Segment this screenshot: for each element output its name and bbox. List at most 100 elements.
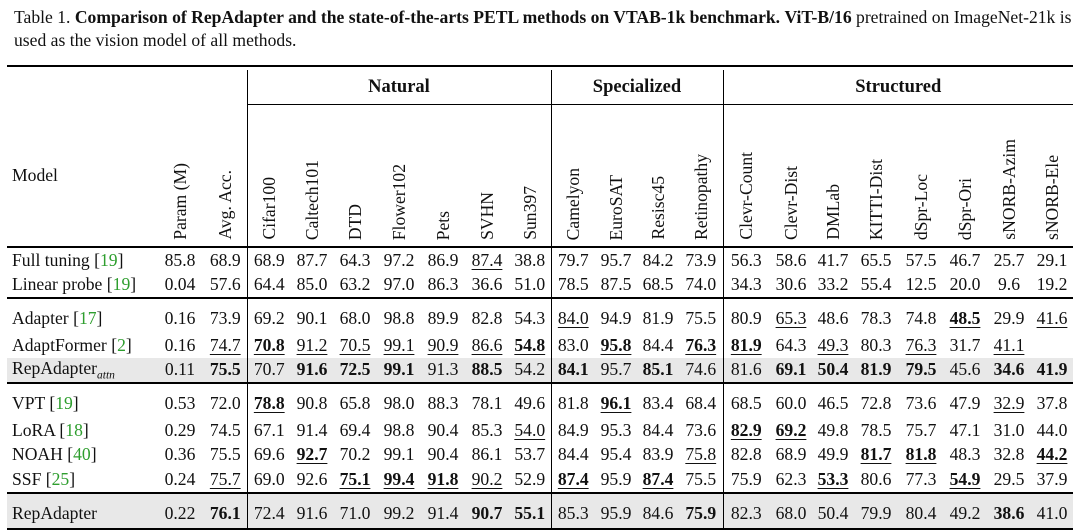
cell-value: 73.6 (685, 419, 717, 440)
cell-value: 0.29 (164, 419, 196, 440)
cell-value: 41.6 (1031, 297, 1073, 333)
column-header-label: Clevr-Count (736, 152, 757, 240)
cell-value: 75.9 (679, 491, 723, 530)
cell-value: 0.04 (164, 274, 196, 295)
cell-value: 64.4 (246, 272, 291, 298)
cell-value: 78.1 (465, 382, 509, 418)
model-name: VPT [19] (7, 382, 156, 418)
model-name: RepAdapterattn (7, 357, 156, 383)
cell-value: 90.1 (291, 297, 333, 333)
cell-value: 55.4 (860, 274, 892, 295)
cell-value: 19.2 (1036, 274, 1068, 295)
cell-value: 84.6 (637, 491, 679, 530)
cell-value: 90.4 (427, 444, 459, 465)
cell-value: 82.9 (722, 418, 769, 443)
table-row: Full tuning [19] 85.8 68.9 68.9 87.7 64.3 97.2… (7, 247, 1073, 273)
cell-value: 86.9 (427, 249, 459, 270)
cell-value: 91.6 (291, 491, 333, 530)
cell-value: 95.7 (600, 249, 632, 270)
cell-value: 80.6 (860, 468, 892, 489)
cell-value: 68.9 (209, 249, 241, 270)
citation-link[interactable]: 19 (112, 274, 131, 295)
column-header-label: dSpr-Ori (955, 177, 975, 240)
column-header: Pets (421, 104, 465, 248)
cell-value: 25.7 (993, 249, 1025, 270)
cell-value: 81.7 (860, 444, 892, 465)
citation-link[interactable]: 2 (117, 334, 126, 355)
cell-value: 68.5 (642, 274, 674, 295)
citation-link[interactable]: 19 (55, 393, 73, 413)
cell-value: 90.7 (465, 491, 509, 530)
cell-value: 53.7 (514, 444, 546, 465)
cell-value: 91.3 (421, 357, 465, 383)
citation-link[interactable]: 18 (65, 419, 83, 440)
cell-value: 91.8 (427, 468, 459, 489)
cell-value: 64.3 (339, 249, 371, 270)
table-row: Linear probe [19] 0.04 57.6 64.4 85.0 63.2 97.… (7, 272, 1073, 298)
column-header-label: DMLab (823, 184, 843, 240)
column-header: Retinopathy (679, 104, 723, 248)
column-header: Sun397 (509, 104, 551, 248)
cell-value: 80.4 (899, 491, 943, 530)
cell-value: 0.16 (164, 334, 196, 355)
cell-value: 56.3 (722, 247, 769, 273)
column-header-label: Caltech101 (302, 159, 322, 240)
cell-value: 74.8 (899, 297, 943, 333)
cell-value: 48.6 (813, 297, 853, 333)
column-header-label: SVHN (477, 192, 497, 240)
cell-value: 77.3 (905, 468, 937, 489)
column-header: Cifar100 (246, 104, 291, 248)
cell-value: 85.3 (550, 491, 595, 530)
cell-value: 75.5 (204, 357, 247, 383)
cell-value: 78.5 (860, 419, 892, 440)
cell-value: 68.0 (769, 491, 813, 530)
column-header: Resisc45 (637, 104, 679, 248)
group-specialized: Specialized (550, 70, 723, 105)
cell-value: 79.9 (853, 491, 899, 530)
cell-value: 75.5 (209, 444, 241, 465)
cell-value: 95.7 (595, 357, 637, 383)
citation-link[interactable]: 25 (51, 468, 70, 489)
citation-link[interactable]: 19 (100, 249, 118, 270)
citation-link[interactable]: 40 (73, 444, 91, 465)
cell-value: 84.1 (550, 357, 595, 383)
cell-value: 84.9 (550, 418, 595, 443)
cell-value: 52.9 (514, 468, 546, 489)
column-header-label: sNORB-Ele (1042, 154, 1062, 240)
cell-value: 74.0 (685, 274, 717, 295)
citation-link[interactable]: 17 (78, 308, 97, 328)
column-header: Param (M) (156, 104, 204, 248)
cell-value: 49.3 (817, 334, 849, 355)
cell-value: 92.7 (296, 444, 328, 465)
cell-value: 74.5 (209, 419, 241, 440)
cell-value: 96.1 (595, 382, 637, 418)
cell-value: 65.5 (860, 249, 892, 270)
cell-value: 71.0 (333, 491, 377, 530)
cell-value: 0.22 (156, 491, 204, 530)
cell-value: 54.2 (509, 357, 551, 383)
cell-value: 76.1 (204, 491, 247, 530)
model-name: NOAH [40] (12, 444, 97, 465)
cell-value: 78.3 (853, 297, 899, 333)
column-header-label: dSpr-Loc (911, 173, 931, 240)
table-row: Adapter [17] 0.16 73.9 69.2 90.1 68.0 98.8 89.9… (7, 297, 1073, 333)
cell-value: 76.3 (685, 334, 717, 355)
cell-value: 94.9 (595, 297, 637, 333)
cell-value: 98.8 (377, 297, 421, 333)
cell-value: 20.0 (949, 274, 981, 295)
cell-value: 32.9 (987, 382, 1031, 418)
cell-value: 97.0 (383, 274, 415, 295)
cell-value: 85.0 (296, 274, 328, 295)
cell-value: 81.8 (905, 444, 937, 465)
column-header: Camelyon (550, 104, 595, 248)
group-natural: Natural (246, 70, 551, 105)
cell-value: 29.1 (1036, 249, 1068, 270)
cell-value: 99.1 (383, 334, 415, 355)
cell-value: 68.5 (722, 382, 769, 418)
column-header-label: Flower102 (389, 163, 409, 240)
cell-value: 90.9 (427, 334, 459, 355)
cell-value: 87.5 (600, 274, 632, 295)
cell-value: 92.6 (296, 468, 328, 489)
cell-value: 47.1 (949, 419, 981, 440)
cell-value: 0.11 (156, 357, 204, 383)
